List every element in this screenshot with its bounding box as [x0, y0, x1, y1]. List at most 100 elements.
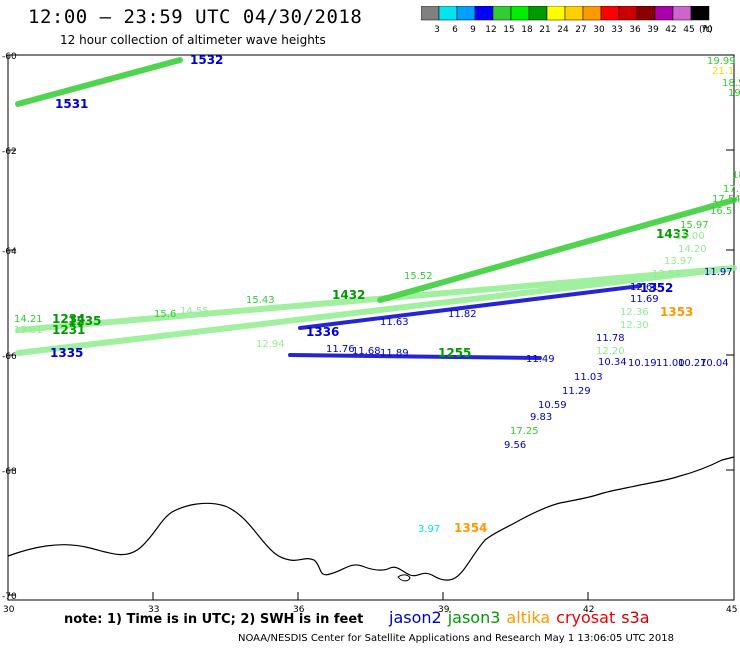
track-value-label: 11.03 [574, 372, 603, 383]
track-value-label: 12.30 [620, 320, 649, 331]
track-value-label: 1235 [68, 314, 101, 328]
legend-altika: altika [506, 608, 551, 627]
track-value-label: 9.83 [530, 412, 552, 423]
track-value-label: 1532 [190, 53, 223, 67]
colorbar-label: 36 [629, 25, 641, 35]
colorbar-label: 42 [665, 25, 676, 35]
map-frame [7, 54, 735, 601]
colorbar-swatch [546, 6, 566, 21]
colorbar-label: 30 [593, 25, 605, 35]
track-value-label: 14.21 [14, 314, 43, 325]
legend-jason2: jason2 [389, 608, 442, 627]
legend-note: note: 1) Time is in UTC; 2) SWH is in fe… [64, 612, 364, 627]
track-value-label: 12.61 [630, 282, 659, 293]
track-value-label: 1336 [306, 325, 339, 339]
colorbar-label: 9 [470, 25, 476, 35]
track-value-label: 13.81 [14, 325, 43, 336]
track-value-label: 11.89 [380, 348, 409, 359]
track-value-label: 1335 [50, 346, 83, 360]
lat-label: -60 [2, 52, 17, 62]
colorbar-swatch [636, 6, 656, 21]
lat-label: -70 [2, 592, 17, 602]
lon-label: 42 [583, 605, 594, 615]
colorbar-swatch [438, 6, 458, 21]
track-value-label: 3.97 [418, 524, 440, 535]
track-value-label: 11.29 [562, 386, 591, 397]
track-value-label: 15.52 [404, 271, 433, 282]
satellite-legend: jason2 jason3 altika cryosat s3a [389, 608, 656, 627]
colorbar-label: 24 [557, 25, 569, 35]
island [397, 574, 411, 582]
track-value-label: 11.68 [352, 346, 381, 357]
track-value-label: 11.97 [704, 267, 733, 278]
track-value-label: 14.20 [678, 244, 707, 255]
colorbar-swatch [654, 6, 674, 21]
track-value-label: 18.5 [722, 78, 740, 89]
colorbar-label: 39 [647, 25, 659, 35]
colorbar-swatch [564, 6, 584, 21]
track-value-label: 11.82 [448, 309, 477, 320]
track-value-label: 12.20 [596, 346, 625, 357]
colorbar-swatch [618, 6, 638, 21]
lat-label: -68 [2, 467, 17, 477]
track-value-label: 12.94 [256, 339, 285, 350]
track-value-label: 10.34 [598, 357, 627, 368]
wave-height-colorbar: 3 6 9 12 15 18 21 24 27 30 33 36 39 42 45 70(ft) [421, 6, 713, 35]
track-value-label: 17.54 [712, 194, 740, 205]
track-value-label: 17.7 [723, 184, 740, 195]
track-value-label: 1234 [52, 312, 85, 326]
track-value-label: 1432 [332, 288, 365, 302]
track-value-label: 10.04 [700, 358, 729, 369]
lon-label: 30 [3, 605, 15, 615]
track-value-label: 16.5 [710, 206, 732, 217]
track-value-label: 11.63 [380, 317, 409, 328]
page-title: 12:00 – 23:59 UTC 04/30/2018 [28, 6, 363, 28]
track-value-label: 19.99 [707, 56, 736, 67]
track-value-label: 10.59 [538, 400, 567, 411]
colorbar-label: 27 [575, 25, 586, 35]
colorbar-swatch [421, 6, 440, 21]
track-value-label: 15.97 [680, 220, 709, 231]
track-value-label: 15.43 [246, 295, 275, 306]
track-value-label: 12.36 [620, 307, 649, 318]
lat-label: -66 [2, 352, 17, 362]
lon-label: 33 [148, 605, 159, 615]
colorbar-swatch [672, 6, 692, 21]
track-value-label: 11.76 [326, 344, 355, 355]
track-value-label: 18 [732, 170, 740, 181]
colorbar-swatch [510, 6, 530, 21]
colorbar-label: 45 [683, 25, 694, 35]
track-value-label: 10.27 [678, 358, 707, 369]
track-value-label: 1353 [660, 305, 693, 319]
track-value-label: 11.69 [630, 294, 659, 305]
track-value-label: 1352 [640, 281, 673, 295]
track-value-label: 1231 [52, 323, 85, 337]
lon-label: 45 [726, 605, 737, 615]
page-subtitle: 12 hour collection of altimeter wave hei… [60, 33, 326, 47]
colorbar-unit: (ft) [699, 25, 713, 35]
track-lines [15, 57, 737, 360]
track-value-label: 1531 [55, 97, 88, 111]
latitude-ticks [8, 54, 734, 596]
longitude-ticks [152, 592, 589, 600]
colorbar-label: 6 [452, 25, 458, 35]
colorbar-label: 3 [434, 25, 440, 35]
track-value-label: 17.25 [510, 426, 539, 437]
track-value-label: 10.19 [628, 358, 657, 369]
colorbar-swatch [690, 6, 710, 21]
track-value-label: 13.54 [652, 269, 681, 280]
colorbar-label: 33 [611, 25, 622, 35]
legend-cryosat: cryosat [556, 608, 616, 627]
colorbar-swatch [528, 6, 548, 21]
track-value-label: 14.55 [180, 306, 209, 317]
track-value-label: 1255 [438, 346, 471, 360]
track-value-label: 9.56 [504, 440, 526, 451]
lon-label: 39 [438, 605, 450, 615]
track-value-label: 11.49 [526, 354, 555, 365]
colorbar-label: 18 [521, 25, 533, 35]
colorbar-swatch [492, 6, 512, 21]
track-value-label: 1354 [454, 521, 487, 535]
track-value-label: 19 [728, 88, 740, 99]
